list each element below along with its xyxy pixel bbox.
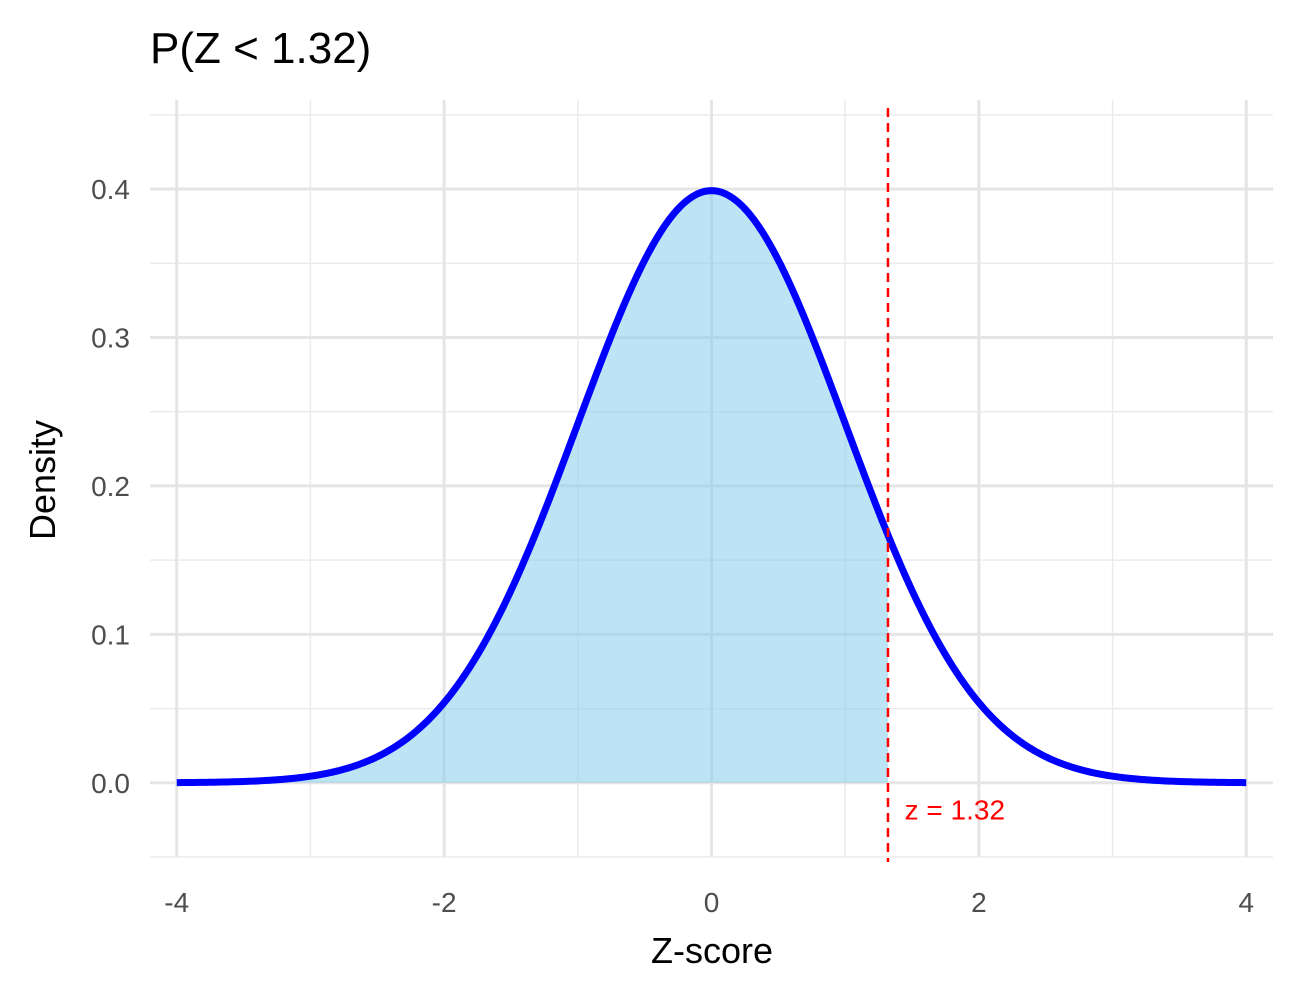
- y-tick-label: 0.2: [91, 471, 130, 502]
- chart-title: P(Z < 1.32): [150, 24, 371, 73]
- y-tick-label: 0.1: [91, 619, 130, 650]
- x-tick-label: -4: [164, 887, 189, 918]
- y-axis-title: Density: [22, 420, 63, 540]
- y-tick-label: 0.0: [91, 768, 130, 799]
- shaded-area: [176, 190, 888, 783]
- x-tick-label: 2: [971, 887, 987, 918]
- x-axis-ticks: -4 -2 0 2 4: [164, 887, 1254, 918]
- x-axis-title: Z-score: [651, 930, 773, 971]
- x-tick-label: 0: [704, 887, 720, 918]
- density-curve: [175, 187, 1248, 787]
- plot-area: z = 1.32: [175, 108, 1248, 862]
- y-axis-ticks: 0.0 0.1 0.2 0.3 0.4: [91, 174, 130, 799]
- x-tick-label: 4: [1238, 887, 1254, 918]
- x-tick-label: -2: [432, 887, 457, 918]
- y-tick-label: 0.4: [91, 174, 130, 205]
- y-tick-label: 0.3: [91, 322, 130, 353]
- cutoff-annotation: z = 1.32: [905, 795, 1005, 826]
